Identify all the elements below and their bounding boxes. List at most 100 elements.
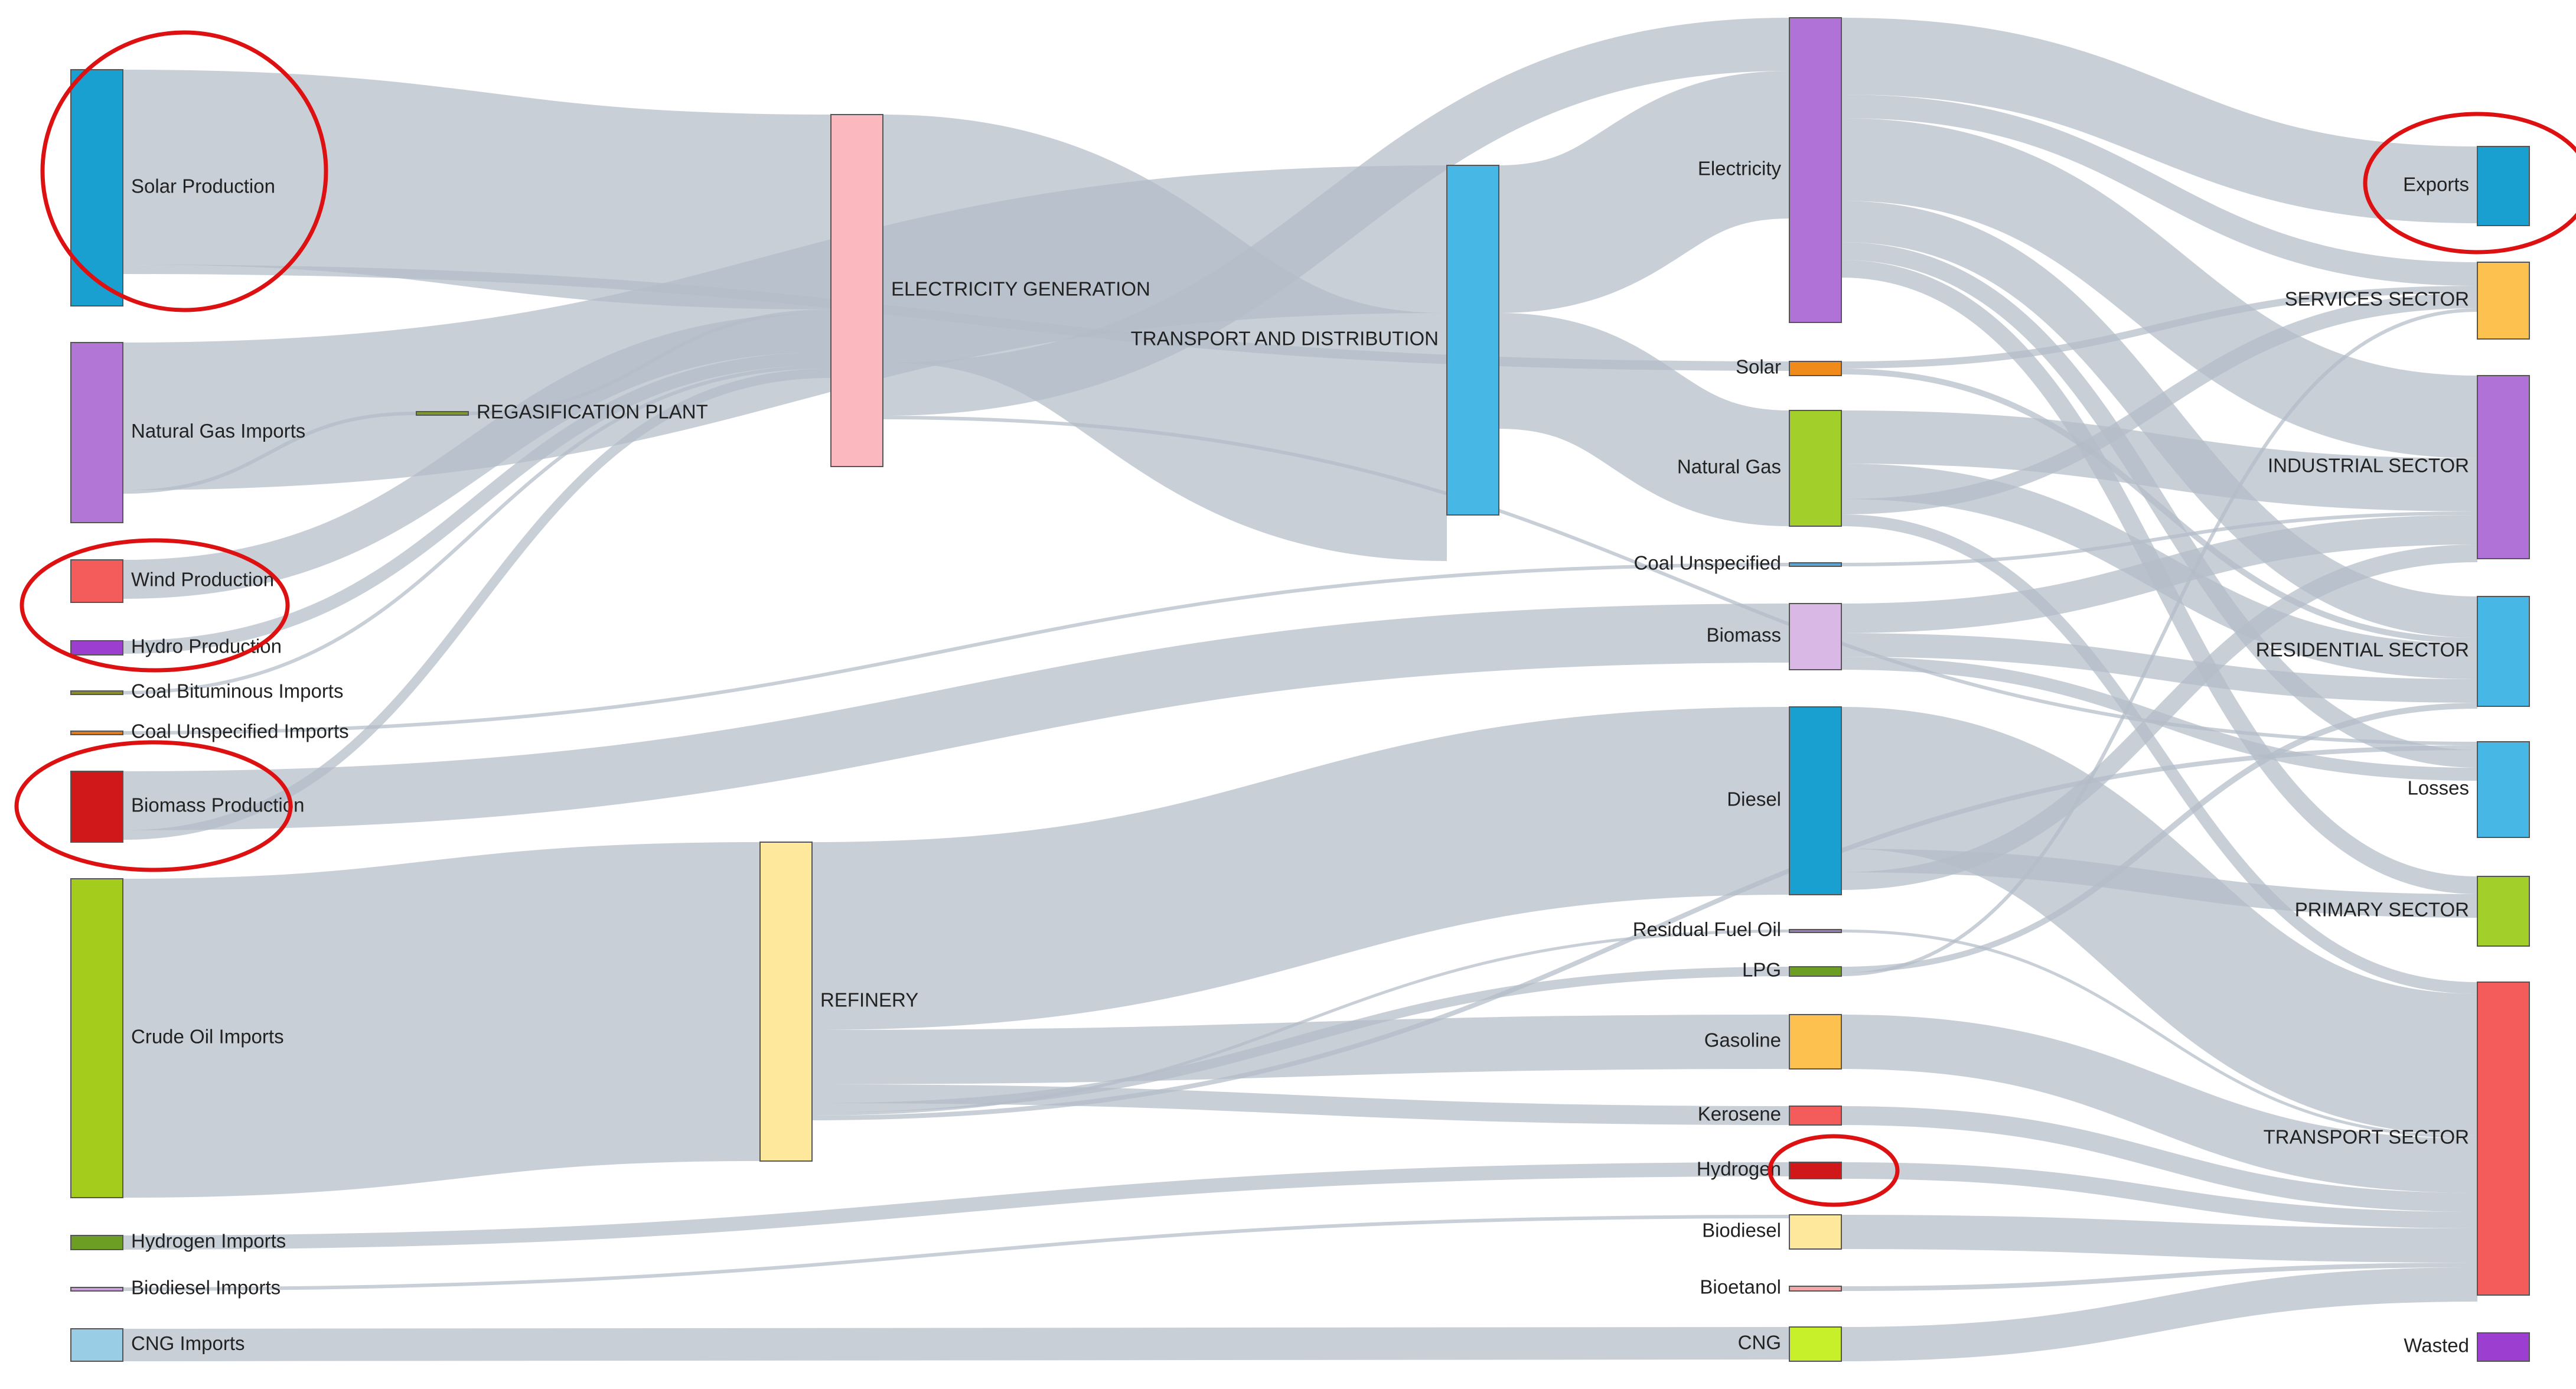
label-wasted: Wasted (2404, 1335, 2469, 1357)
node-cng-imports[interactable] (70, 1328, 123, 1362)
label-cng: CNG (1738, 1332, 1781, 1354)
flow-solar-to-services_sector (1841, 286, 2478, 369)
highlight-circle-solar-production (40, 30, 328, 312)
node-transport-sector[interactable] (2477, 982, 2530, 1296)
label-wind-production: Wind Production (131, 569, 274, 591)
flow-lpg-to-residential_sector (1841, 703, 2478, 973)
flow-cng_imports-to-cng (122, 1327, 1790, 1361)
node-biomass[interactable] (1789, 603, 1842, 670)
flow-diesel-to-industrial_sector (1841, 544, 2478, 890)
node-coal-unspecified-imports[interactable] (70, 731, 123, 735)
flow-biomass-to-industrial_sector (1841, 515, 2478, 633)
flow-refinery-to-lpg (811, 967, 1790, 1113)
label-bioetanol: Bioetanol (1700, 1276, 1781, 1298)
node-crude-oil-imports[interactable] (70, 878, 123, 1198)
node-wasted[interactable] (2477, 1332, 2530, 1362)
label-coal-unspecified: Coal Unspecified (1634, 552, 1781, 574)
flow-crude_oil_imports-to-refinery (122, 842, 761, 1198)
label-kerosene: Kerosene (1698, 1103, 1781, 1125)
flow-coal_unspecified_imports-to-coal_unspecified (122, 563, 1790, 735)
node-wind-production[interactable] (70, 559, 123, 603)
label-residual-fuel-oil: Residual Fuel Oil (1633, 918, 1781, 940)
node-electricity-generation[interactable] (830, 114, 883, 467)
node-natural-gas[interactable] (1789, 410, 1842, 527)
node-residential-sector[interactable] (2477, 596, 2530, 707)
flow-residual_fuel_oil-to-transport_sector (1841, 930, 2478, 1139)
label-electricity-generation: ELECTRICITY GENERATION (891, 278, 1150, 300)
flow-hydrogen-to-transport_sector (1841, 1162, 2478, 1228)
flows-layer (122, 18, 2479, 1361)
highlights-layer (14, 30, 2576, 1207)
flow-biodiesel_imports-to-biodiesel (122, 1215, 1790, 1291)
label-refinery: REFINERY (820, 989, 918, 1011)
flow-natural_gas-to-transport_sector (1841, 514, 2478, 994)
node-cng[interactable] (1789, 1326, 1842, 1362)
node-regasification-plant[interactable] (416, 411, 469, 416)
flow-kerosene-to-transport_sector (1841, 1106, 2478, 1212)
flow-electricity-to-industrial_sector (1841, 118, 2478, 458)
label-biodiesel-imports: Biodiesel Imports (131, 1277, 281, 1299)
labels-layer: Solar Production Natural Gas Imports Wind … (131, 158, 2469, 1357)
flow-diesel-to-transport_sector (1840, 707, 2479, 1136)
label-solar: Solar (1736, 356, 1781, 378)
label-biomass: Biomass (1706, 624, 1781, 646)
flow-lpg-to-services_sector (1841, 308, 2478, 976)
node-solar[interactable] (1789, 361, 1842, 376)
node-primary-sector[interactable] (2477, 876, 2530, 947)
node-losses[interactable] (2477, 741, 2530, 838)
label-cng-imports: CNG Imports (131, 1332, 245, 1354)
node-services-sector[interactable] (2477, 262, 2530, 340)
label-crude-oil-imports: Crude Oil Imports (131, 1026, 284, 1048)
flow-electricity-to-services_sector (1841, 94, 2478, 286)
label-transport-sector: TRANSPORT SECTOR (2264, 1126, 2469, 1148)
flow-coal_bituminous_imports-to-electricity_generation (122, 365, 832, 694)
label-industrial-sector: INDUSTRIAL SECTOR (2268, 455, 2469, 477)
node-kerosene[interactable] (1789, 1106, 1842, 1126)
node-biomass-production[interactable] (70, 771, 123, 843)
flow-hydro_production-to-electricity_generation (122, 352, 832, 654)
node-bioetanol[interactable] (1789, 1286, 1842, 1292)
node-hydrogen-imports[interactable] (70, 1235, 123, 1250)
node-biodiesel-imports[interactable] (70, 1287, 123, 1292)
label-lpg: LPG (1742, 959, 1781, 981)
node-exports[interactable] (2477, 146, 2530, 226)
label-biodiesel: Biodiesel (1702, 1220, 1781, 1241)
node-hydro-production[interactable] (70, 640, 123, 656)
node-gasoline[interactable] (1789, 1014, 1842, 1070)
label-coal-unspecified-imports: Coal Unspecified Imports (131, 720, 349, 742)
node-residual-fuel-oil[interactable] (1789, 929, 1842, 933)
flow-natural_gas-to-services_sector (1841, 293, 2478, 514)
node-coal-bituminous-imports[interactable] (70, 690, 123, 695)
node-hydrogen[interactable] (1789, 1162, 1842, 1179)
flow-transport_distribution-to-natural_gas (1498, 313, 1791, 526)
flow-gasoline-to-transport_sector (1841, 1015, 2478, 1193)
node-diesel[interactable] (1789, 706, 1842, 895)
node-transport-distribution[interactable] (1446, 165, 1499, 516)
node-refinery[interactable] (759, 842, 813, 1162)
flow-refinery-to-gasoline (811, 1015, 1790, 1084)
node-natural-gas-imports[interactable] (70, 342, 123, 523)
flow-solar_production-to-electricity_generation (122, 70, 832, 309)
flow-electricity-to-exports (1841, 18, 2478, 223)
label-electricity: Electricity (1698, 158, 1782, 180)
flow-refinery-to-losses (811, 745, 2478, 1120)
node-electricity[interactable] (1789, 17, 1842, 323)
node-biodiesel[interactable] (1789, 1214, 1842, 1250)
highlight-circle-biomass-production (14, 740, 293, 872)
node-coal-unspecified[interactable] (1789, 562, 1842, 567)
label-exports: Exports (2403, 174, 2469, 195)
label-residential-sector: RESIDENTIAL SECTOR (2256, 639, 2469, 661)
flow-transport_distribution-to-electricity (1497, 71, 1791, 313)
flow-refinery-to-diesel (811, 707, 1790, 1030)
node-solar-production[interactable] (70, 69, 123, 307)
flow-natural_gas_imports-to-regasification_plant (122, 412, 417, 494)
label-diesel: Diesel (1727, 788, 1781, 810)
flow-natural_gas-to-industrial_sector (1841, 410, 2478, 511)
label-regasification-plant: REGASIFICATION PLANT (477, 401, 708, 423)
node-lpg[interactable] (1789, 966, 1842, 977)
label-biomass-production: Biomass Production (131, 794, 304, 816)
node-industrial-sector[interactable] (2477, 375, 2530, 559)
label-gasoline: Gasoline (1704, 1029, 1781, 1051)
label-hydrogen: Hydrogen (1697, 1158, 1781, 1180)
